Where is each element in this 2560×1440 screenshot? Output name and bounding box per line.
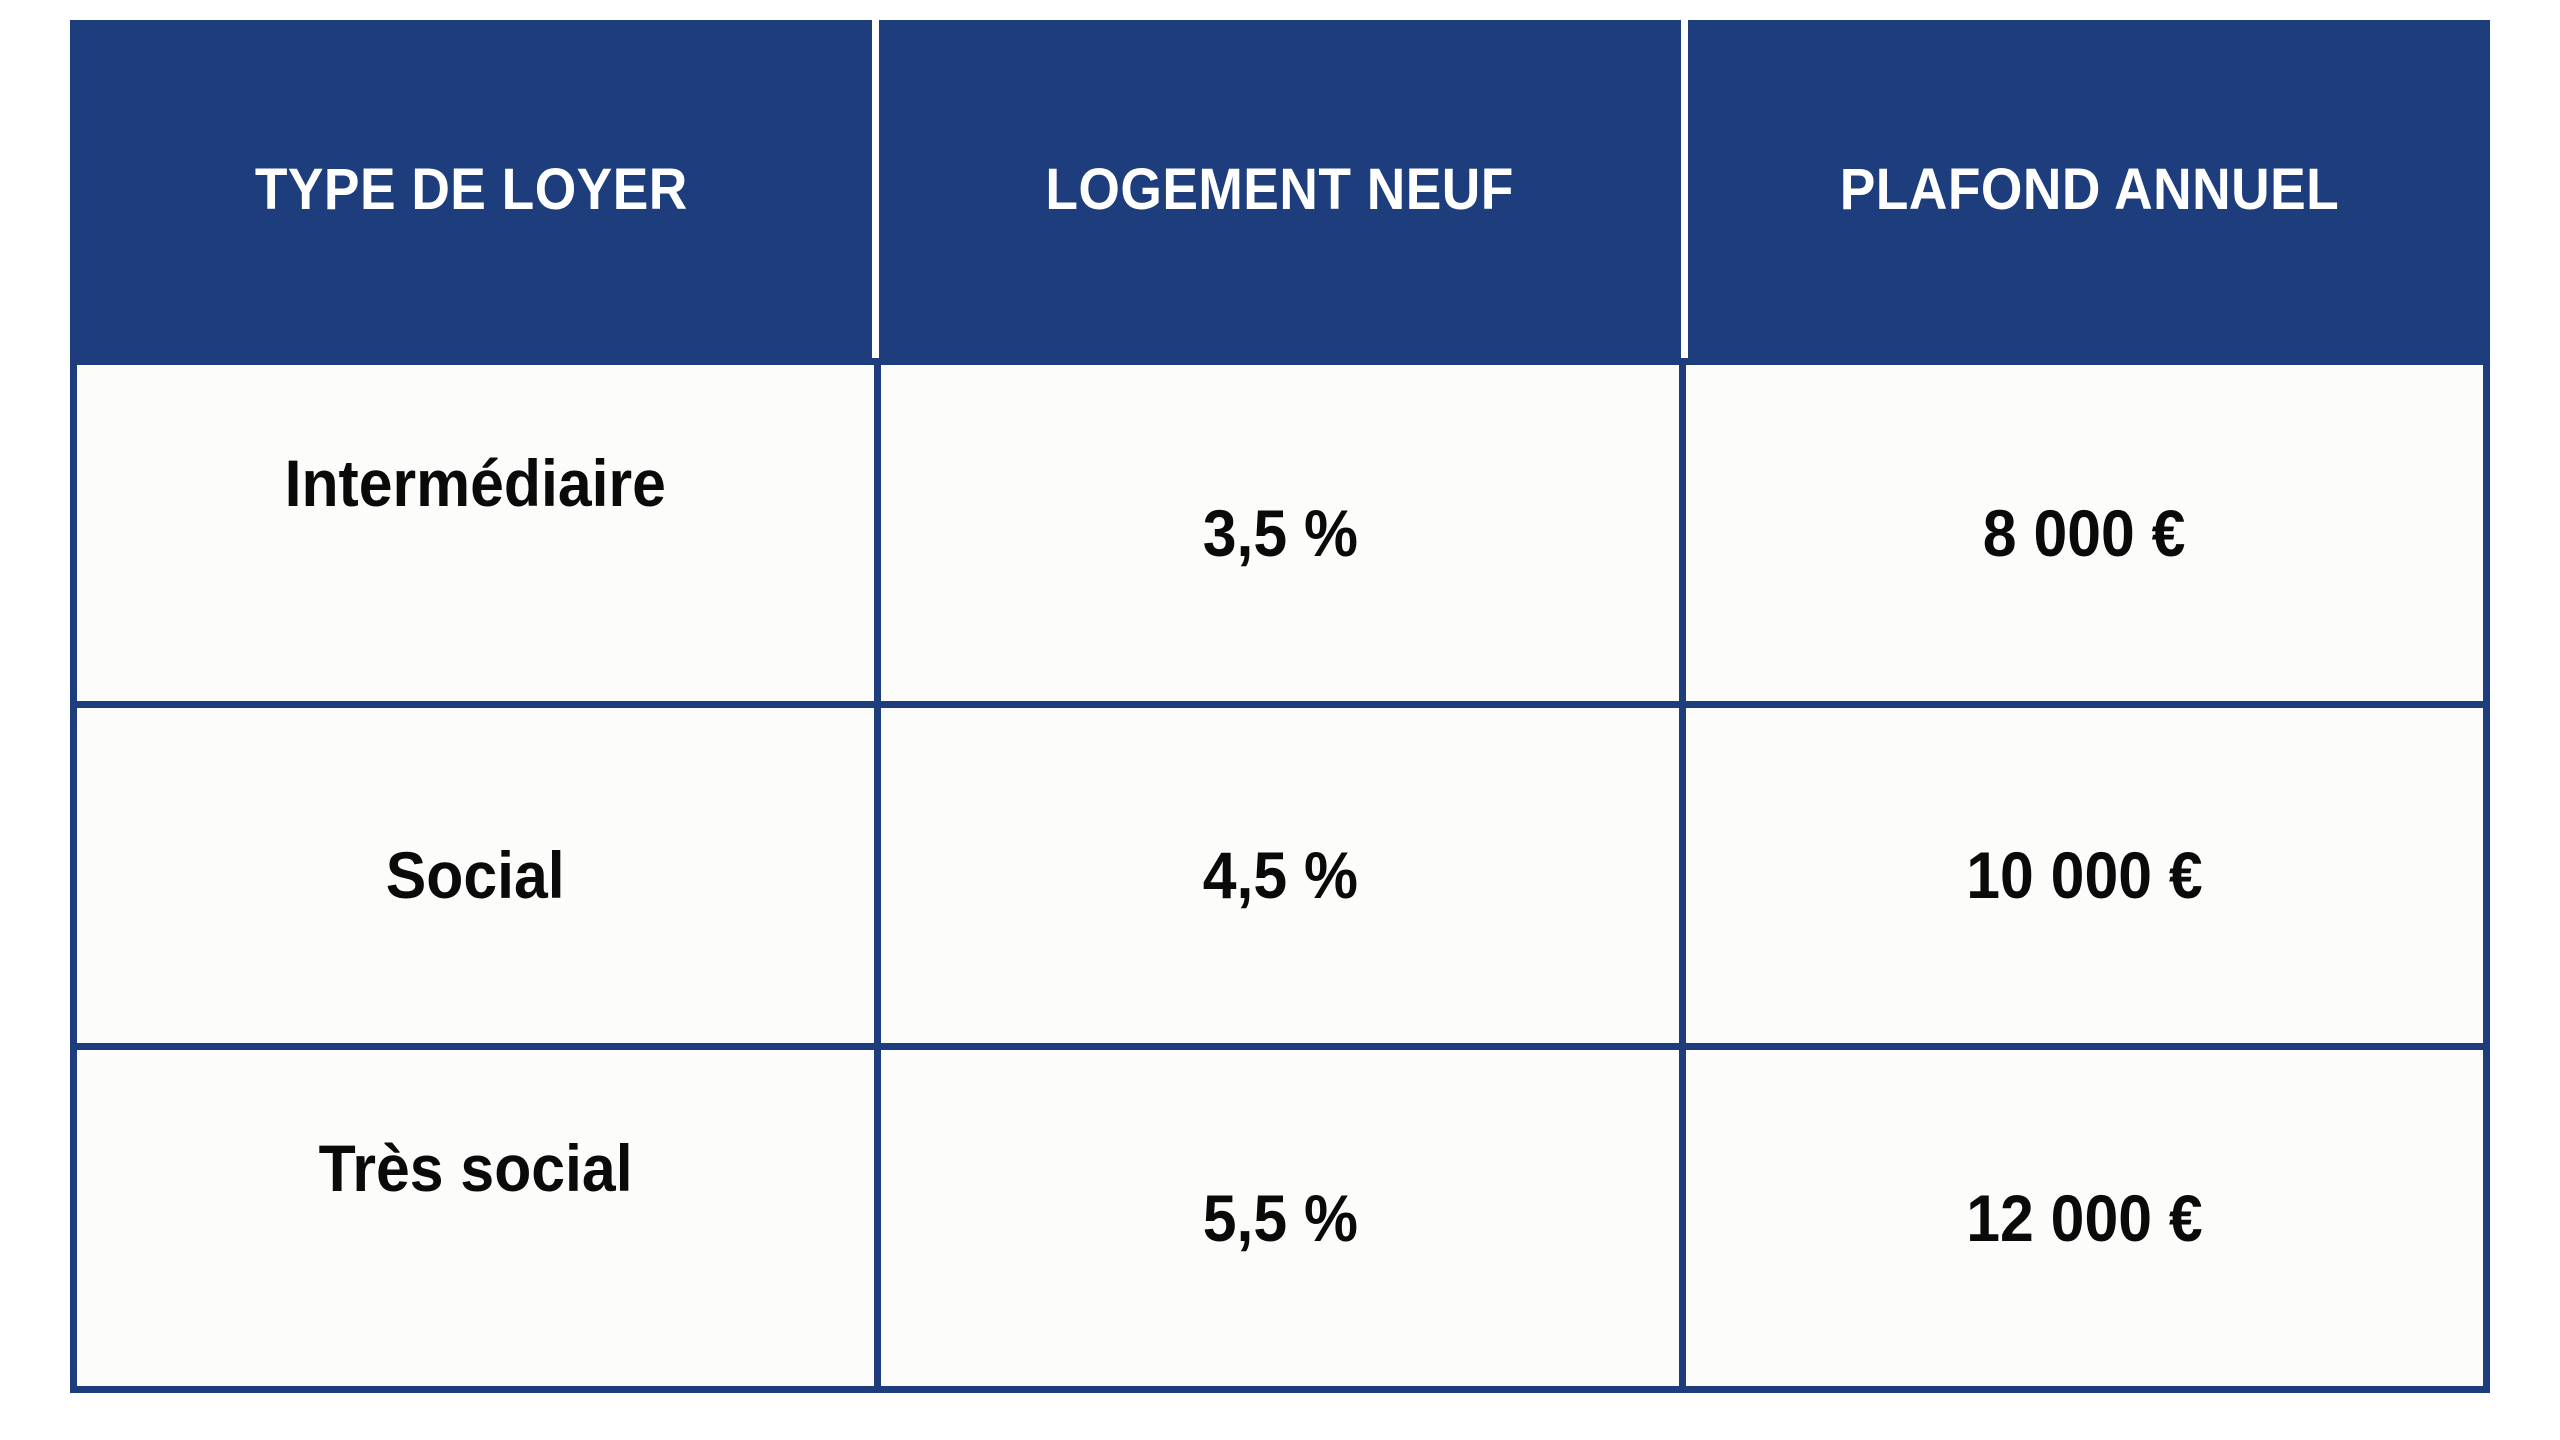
column-header-label: TYPE DE LOYER bbox=[254, 156, 688, 222]
logement-neuf-cell: 4,5 % bbox=[881, 707, 1679, 1044]
plafond-annuel-cell: 8 000 € bbox=[1685, 365, 2483, 701]
column-header-plafond-annuel: PLAFOND ANNUEL bbox=[1688, 20, 2490, 358]
ceiling-value: 8 000 € bbox=[1983, 495, 2186, 570]
logement-neuf-cell: 3,5 % bbox=[881, 365, 1679, 701]
rate-value: 5,5 % bbox=[1202, 1181, 1358, 1256]
column-header-label: LOGEMENT NEUF bbox=[1045, 156, 1515, 222]
ceiling-value: 10 000 € bbox=[1966, 838, 2203, 913]
row-label-cell: Social bbox=[77, 707, 875, 1044]
column-header-logement-neuf: LOGEMENT NEUF bbox=[879, 20, 1681, 358]
logement-neuf-cell: 5,5 % bbox=[881, 1050, 1679, 1386]
column-header-type-de-loyer: TYPE DE LOYER bbox=[70, 20, 872, 358]
row-label-cell: Très social bbox=[77, 1050, 875, 1386]
plafond-annuel-cell: 10 000 € bbox=[1685, 707, 2483, 1044]
table-header-row: TYPE DE LOYER LOGEMENT NEUF PLAFOND ANNU… bbox=[70, 20, 2490, 358]
plafond-annuel-cell: 12 000 € bbox=[1685, 1050, 2483, 1386]
rent-ceiling-table: TYPE DE LOYER LOGEMENT NEUF PLAFOND ANNU… bbox=[70, 20, 2490, 1393]
row-label: Social bbox=[386, 838, 566, 913]
rate-value: 3,5 % bbox=[1202, 495, 1358, 570]
rate-value: 4,5 % bbox=[1202, 838, 1358, 913]
row-label: Intermédiaire bbox=[284, 445, 667, 520]
row-label-cell: Intermédiaire bbox=[77, 365, 875, 701]
table-body: Intermédiaire 3,5 % 8 000 € Social 4,5 %… bbox=[70, 358, 2490, 1393]
column-header-label: PLAFOND ANNUEL bbox=[1839, 156, 2339, 222]
row-label: Très social bbox=[318, 1131, 633, 1206]
ceiling-value: 12 000 € bbox=[1966, 1181, 2203, 1256]
